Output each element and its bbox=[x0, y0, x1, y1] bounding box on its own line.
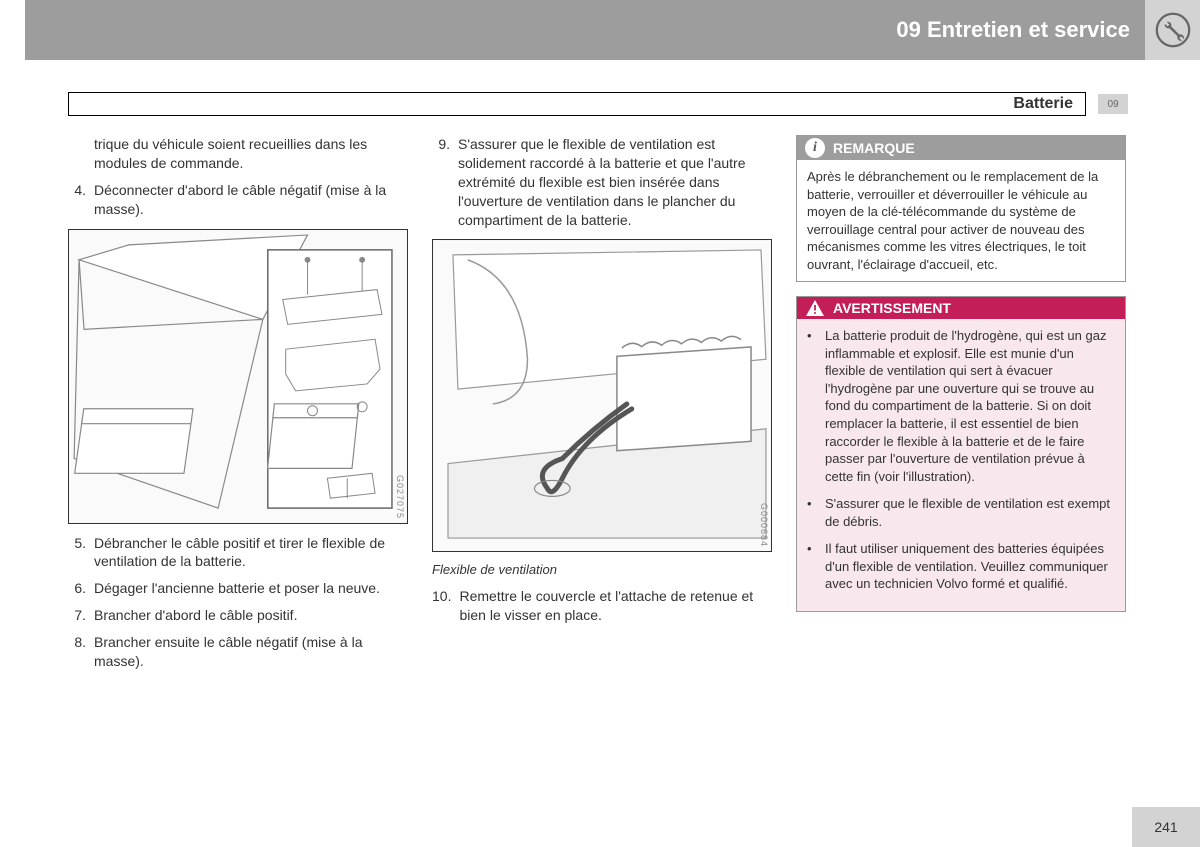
remarque-header: i REMARQUE bbox=[797, 136, 1125, 160]
bullet-icon: • bbox=[807, 540, 825, 593]
figure-ventilation-hose-svg bbox=[433, 240, 771, 551]
step-text: Brancher d'abord le câble positif. bbox=[94, 606, 408, 625]
column-1: trique du véhicule soient recueillies da… bbox=[68, 135, 408, 679]
chapter-title: 09 Entretien et service bbox=[25, 0, 1145, 60]
bullet-text: La batterie produit de l'hydrogène, qui … bbox=[825, 327, 1115, 485]
chapter-icon-box bbox=[1145, 0, 1200, 60]
step-number: 8. bbox=[68, 633, 94, 671]
avertissement-header: AVERTISSEMENT bbox=[797, 297, 1125, 319]
warning-icon bbox=[805, 299, 825, 317]
side-tab: 09 bbox=[1098, 94, 1128, 114]
column-3: i REMARQUE Après le débranchement ou le … bbox=[796, 135, 1126, 679]
figure-code: G027075 bbox=[395, 475, 405, 519]
continuation-text: trique du véhicule soient recueillies da… bbox=[94, 135, 408, 173]
figure-code: G000684 bbox=[759, 503, 769, 547]
step-number: 6. bbox=[68, 579, 94, 598]
warning-bullet: • S'assurer que le flexible de ventilati… bbox=[807, 495, 1115, 530]
bullet-text: S'assurer que le flexible de ventilation… bbox=[825, 495, 1115, 530]
bullet-icon: • bbox=[807, 495, 825, 530]
step-text: Remettre le couvercle et l'attache de re… bbox=[459, 587, 772, 625]
avertissement-box: AVERTISSEMENT • La batterie produit de l… bbox=[796, 296, 1126, 612]
step-number: 9. bbox=[432, 135, 458, 229]
step-number: 10. bbox=[432, 587, 459, 625]
step-number: 5. bbox=[68, 534, 94, 572]
step-4: 4. Déconnecter d'abord le câble négatif … bbox=[68, 181, 408, 219]
figure-ventilation-hose: G000684 bbox=[432, 239, 772, 552]
avertissement-title: AVERTISSEMENT bbox=[833, 300, 951, 316]
wrench-icon bbox=[1155, 12, 1191, 48]
content-columns: trique du véhicule soient recueillies da… bbox=[68, 135, 1128, 679]
bullet-text: Il faut utiliser uniquement des batterie… bbox=[825, 540, 1115, 593]
step-text: Débrancher le câble positif et tirer le … bbox=[94, 534, 408, 572]
warning-bullet: • La batterie produit de l'hydrogène, qu… bbox=[807, 327, 1115, 485]
page-header: 09 Entretien et service bbox=[25, 0, 1200, 60]
step-text: S'assurer que le flexible de ventilation… bbox=[458, 135, 772, 229]
step-number: 4. bbox=[68, 181, 94, 219]
warning-bullet: • Il faut utiliser uniquement des batter… bbox=[807, 540, 1115, 593]
column-2: 9. S'assurer que le flexible de ventilat… bbox=[432, 135, 772, 679]
avertissement-body: • La batterie produit de l'hydrogène, qu… bbox=[797, 319, 1125, 611]
figure-caption: Flexible de ventilation bbox=[432, 562, 772, 577]
remarque-body: Après le débranchement ou le remplacemen… bbox=[797, 160, 1125, 281]
section-bar-container: Batterie 09 bbox=[68, 92, 1128, 116]
remarque-title: REMARQUE bbox=[833, 140, 915, 156]
step-text: Brancher ensuite le câble négatif (mise … bbox=[94, 633, 408, 671]
step-6: 6. Dégager l'ancienne batterie et poser … bbox=[68, 579, 408, 598]
step-number: 7. bbox=[68, 606, 94, 625]
page-number: 241 bbox=[1132, 807, 1200, 847]
bullet-icon: • bbox=[807, 327, 825, 485]
step-9: 9. S'assurer que le flexible de ventilat… bbox=[432, 135, 772, 229]
step-7: 7. Brancher d'abord le câble positif. bbox=[68, 606, 408, 625]
step-text: Déconnecter d'abord le câble négatif (mi… bbox=[94, 181, 408, 219]
step-text: Dégager l'ancienne batterie et poser la … bbox=[94, 579, 408, 598]
step-10: 10. Remettre le couvercle et l'attache d… bbox=[432, 587, 772, 625]
step-5: 5. Débrancher le câble positif et tirer … bbox=[68, 534, 408, 572]
remarque-box: i REMARQUE Après le débranchement ou le … bbox=[796, 135, 1126, 282]
figure-battery-removal: G027075 bbox=[68, 229, 408, 524]
step-8: 8. Brancher ensuite le câble négatif (mi… bbox=[68, 633, 408, 671]
section-title: Batterie bbox=[68, 92, 1086, 116]
figure-battery-removal-svg bbox=[69, 230, 407, 523]
info-icon: i bbox=[805, 138, 825, 158]
